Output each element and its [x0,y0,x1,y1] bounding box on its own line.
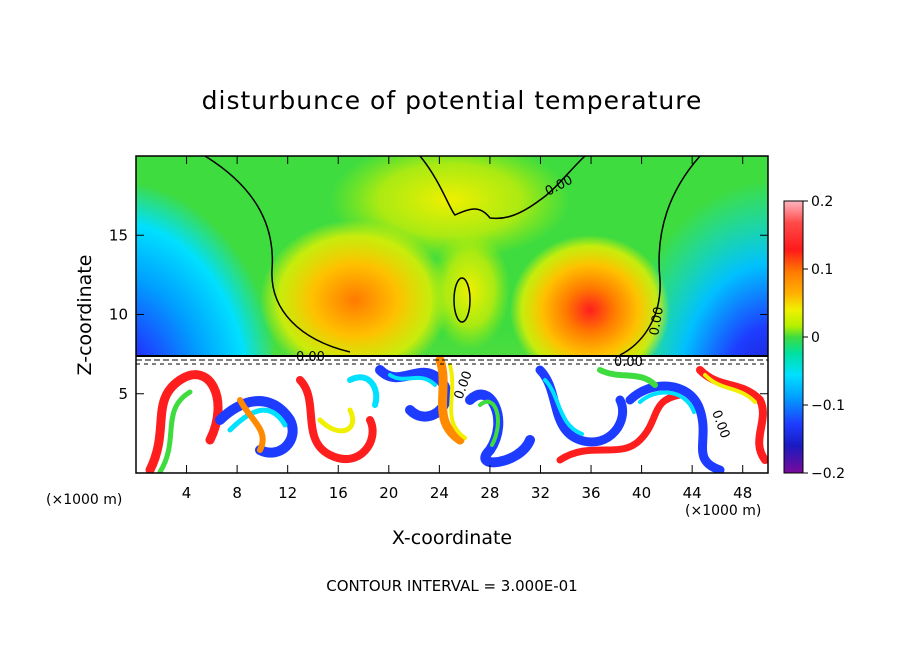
y-axis-label: Z-coordinate [74,254,96,376]
x-tick-label: 48 [733,484,752,502]
warm-plume-right [510,235,670,385]
x-tick-label: 44 [683,484,702,502]
contour-interval-note: CONTOUR INTERVAL = 3.000E-01 [326,577,578,595]
x-tick-label: 4 [182,484,192,502]
colorbar-tick-label: 0.2 [811,194,833,210]
x-tick-label: 12 [278,484,297,502]
warm-plume-left [260,220,450,380]
contour-label: 0.00 [647,306,667,337]
x-tick-label: 20 [379,484,398,502]
colorbar-tick-label: 0.1 [811,262,833,278]
x-tick-label: 32 [531,484,550,502]
colorbar [783,200,804,474]
interface-contours [136,355,768,365]
x-tick-label: 8 [232,484,242,502]
x-unit-right: (×1000 m) [685,503,762,519]
x-axis-label: X-coordinate [391,527,513,549]
plot-area [136,156,768,473]
colorbar-tick-label: −0.2 [811,466,845,482]
x-tick-label: 28 [480,484,499,502]
x-tick-label: 16 [329,484,348,502]
x-unit-left: (×1000 m) [46,492,123,508]
x-tick-label: 24 [430,484,449,502]
y-tick-label: 5 [118,385,128,403]
colorbar-tick-label: 0 [811,330,820,346]
y-tick-label: 10 [109,306,128,324]
contour-label: 0.00 [296,350,325,365]
warm-plume-mid [430,230,510,350]
x-tick-label: 36 [581,484,600,502]
colorbar-tick-label: −0.1 [811,398,845,414]
chart-title: disturbunce of potential temperature [201,86,703,115]
zero-contours [204,156,701,356]
turbulent-field [145,355,768,473]
x-tick-label: 40 [632,484,651,502]
colorbar-ticks: 0.2 0.1 0 −0.1 −0.2 [803,194,845,482]
y-axis-ticks: 5 10 15 [109,226,768,403]
y-tick-label: 15 [109,226,128,244]
x-axis-ticks: 4 8 12 16 20 24 28 32 36 40 44 48 [182,156,752,502]
contour-label: 0.00 [614,355,643,370]
